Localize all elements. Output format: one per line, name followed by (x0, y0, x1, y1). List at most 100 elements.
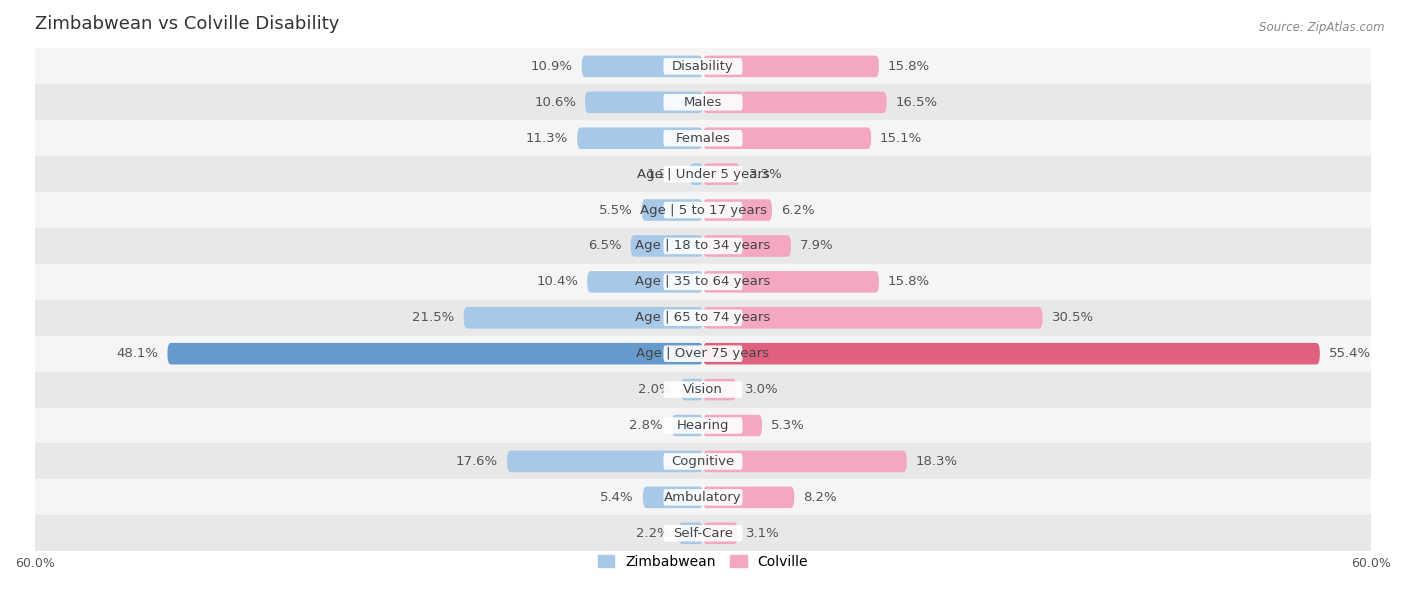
Text: Females: Females (675, 132, 731, 144)
FancyBboxPatch shape (664, 166, 742, 182)
FancyBboxPatch shape (664, 130, 742, 146)
Text: 5.3%: 5.3% (770, 419, 804, 432)
Text: 2.0%: 2.0% (638, 383, 672, 396)
Bar (35, 444, 1371, 479)
FancyBboxPatch shape (679, 523, 703, 544)
Text: 10.9%: 10.9% (530, 60, 572, 73)
Text: 15.8%: 15.8% (887, 60, 929, 73)
FancyBboxPatch shape (664, 58, 742, 75)
FancyBboxPatch shape (703, 163, 740, 185)
Text: 3.1%: 3.1% (747, 527, 780, 540)
FancyBboxPatch shape (664, 202, 742, 218)
FancyBboxPatch shape (578, 127, 703, 149)
FancyBboxPatch shape (664, 381, 742, 398)
Text: 3.0%: 3.0% (745, 383, 779, 396)
FancyBboxPatch shape (703, 415, 762, 436)
Text: 30.5%: 30.5% (1052, 312, 1094, 324)
Text: 55.4%: 55.4% (1329, 347, 1371, 360)
Text: Males: Males (683, 96, 723, 109)
Bar (35, 48, 1371, 84)
Bar (35, 371, 1371, 408)
Text: Hearing: Hearing (676, 419, 730, 432)
Text: 2.2%: 2.2% (636, 527, 669, 540)
Text: 5.5%: 5.5% (599, 204, 633, 217)
Bar (35, 228, 1371, 264)
Bar (35, 156, 1371, 192)
Text: Age | 18 to 34 years: Age | 18 to 34 years (636, 239, 770, 253)
Text: 10.4%: 10.4% (536, 275, 578, 288)
Text: 6.2%: 6.2% (780, 204, 814, 217)
FancyBboxPatch shape (689, 163, 703, 185)
Text: 2.8%: 2.8% (630, 419, 662, 432)
Text: Zimbabwean vs Colville Disability: Zimbabwean vs Colville Disability (35, 15, 339, 33)
FancyBboxPatch shape (664, 453, 742, 469)
Text: Age | Over 75 years: Age | Over 75 years (637, 347, 769, 360)
FancyBboxPatch shape (631, 235, 703, 256)
Text: Source: ZipAtlas.com: Source: ZipAtlas.com (1260, 21, 1385, 34)
FancyBboxPatch shape (664, 525, 742, 542)
FancyBboxPatch shape (664, 345, 742, 362)
Text: 8.2%: 8.2% (803, 491, 837, 504)
Text: 48.1%: 48.1% (117, 347, 159, 360)
Text: 17.6%: 17.6% (456, 455, 498, 468)
Bar (35, 84, 1371, 121)
Text: Vision: Vision (683, 383, 723, 396)
FancyBboxPatch shape (508, 450, 703, 472)
Text: Age | 35 to 64 years: Age | 35 to 64 years (636, 275, 770, 288)
FancyBboxPatch shape (664, 274, 742, 290)
Bar (35, 192, 1371, 228)
FancyBboxPatch shape (641, 200, 703, 221)
Bar (35, 300, 1371, 336)
Text: 18.3%: 18.3% (915, 455, 957, 468)
Text: Disability: Disability (672, 60, 734, 73)
Bar (35, 336, 1371, 371)
FancyBboxPatch shape (703, 200, 772, 221)
Text: Age | 5 to 17 years: Age | 5 to 17 years (640, 204, 766, 217)
Text: 3.3%: 3.3% (748, 168, 782, 181)
FancyBboxPatch shape (703, 307, 1043, 329)
FancyBboxPatch shape (643, 487, 703, 508)
FancyBboxPatch shape (672, 415, 703, 436)
Text: 5.4%: 5.4% (600, 491, 634, 504)
FancyBboxPatch shape (664, 94, 742, 111)
Text: 7.9%: 7.9% (800, 239, 834, 253)
Bar (35, 479, 1371, 515)
Text: Self-Care: Self-Care (673, 527, 733, 540)
Text: 10.6%: 10.6% (534, 96, 576, 109)
Legend: Zimbabwean, Colville: Zimbabwean, Colville (592, 550, 814, 575)
FancyBboxPatch shape (703, 343, 1320, 365)
FancyBboxPatch shape (703, 56, 879, 77)
FancyBboxPatch shape (664, 310, 742, 326)
FancyBboxPatch shape (664, 417, 742, 434)
Text: 6.5%: 6.5% (588, 239, 621, 253)
Text: 11.3%: 11.3% (526, 132, 568, 144)
FancyBboxPatch shape (664, 489, 742, 506)
Text: 1.2%: 1.2% (647, 168, 681, 181)
Text: Cognitive: Cognitive (672, 455, 734, 468)
FancyBboxPatch shape (588, 271, 703, 293)
Text: 21.5%: 21.5% (412, 312, 454, 324)
Text: Age | Under 5 years: Age | Under 5 years (637, 168, 769, 181)
Text: 15.1%: 15.1% (880, 132, 922, 144)
FancyBboxPatch shape (703, 271, 879, 293)
FancyBboxPatch shape (703, 127, 872, 149)
Text: Age | 65 to 74 years: Age | 65 to 74 years (636, 312, 770, 324)
FancyBboxPatch shape (664, 237, 742, 254)
Bar (35, 408, 1371, 444)
Bar (35, 121, 1371, 156)
FancyBboxPatch shape (582, 56, 703, 77)
FancyBboxPatch shape (703, 235, 792, 256)
FancyBboxPatch shape (585, 92, 703, 113)
FancyBboxPatch shape (464, 307, 703, 329)
FancyBboxPatch shape (703, 487, 794, 508)
Bar (35, 515, 1371, 551)
Text: 15.8%: 15.8% (887, 275, 929, 288)
Text: 16.5%: 16.5% (896, 96, 938, 109)
FancyBboxPatch shape (167, 343, 703, 365)
Bar (35, 264, 1371, 300)
FancyBboxPatch shape (703, 92, 887, 113)
FancyBboxPatch shape (681, 379, 703, 400)
FancyBboxPatch shape (703, 379, 737, 400)
FancyBboxPatch shape (703, 523, 738, 544)
Text: Ambulatory: Ambulatory (664, 491, 742, 504)
